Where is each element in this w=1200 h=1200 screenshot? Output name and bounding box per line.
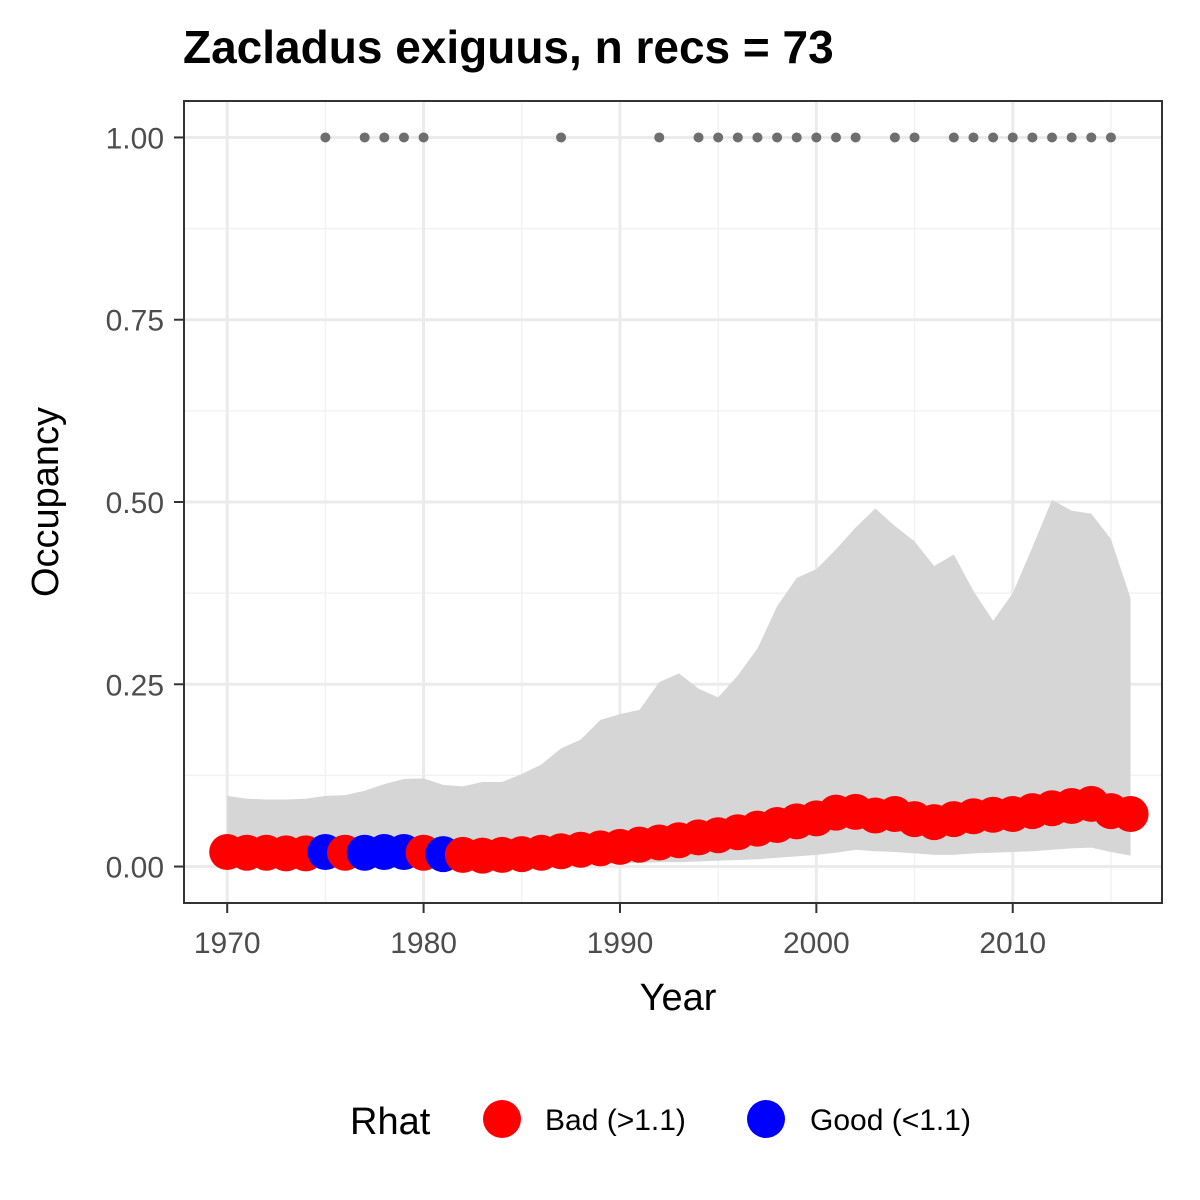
record-point xyxy=(831,132,841,143)
record-point xyxy=(1105,132,1116,143)
legend-bad-label: Bad (>1.1) xyxy=(545,1104,686,1137)
confidence-ribbon xyxy=(227,499,1131,865)
confidence-ribbon-layer xyxy=(227,499,1131,865)
record-point xyxy=(1027,132,1038,143)
occupancy-point-bad xyxy=(1112,796,1149,833)
x-tick-label: 2000 xyxy=(783,927,850,960)
record-point xyxy=(811,132,822,143)
y-tick-label: 0.00 xyxy=(106,852,164,885)
legend-good-swatch xyxy=(747,1100,785,1138)
y-tick-label: 1.00 xyxy=(106,122,164,155)
major-gridlines xyxy=(184,101,1162,903)
record-points-layer xyxy=(320,132,1116,143)
record-point xyxy=(418,132,429,143)
record-point xyxy=(1086,132,1097,143)
record-point xyxy=(556,132,567,143)
record-point xyxy=(988,132,999,143)
x-tick-label: 2010 xyxy=(979,927,1046,960)
chart-title: Zacladus exiguus, n recs = 73 xyxy=(183,21,834,73)
y-axis-title: Occupancy xyxy=(25,407,67,597)
record-point xyxy=(850,132,861,143)
x-tick-label: 1970 xyxy=(194,927,261,960)
legend-good-label: Good (<1.1) xyxy=(810,1104,971,1137)
record-point xyxy=(772,132,783,143)
record-point xyxy=(968,132,979,143)
x-tick-label: 1980 xyxy=(390,927,457,960)
y-tick-label: 0.75 xyxy=(106,305,164,338)
legend-title: Rhat xyxy=(350,1101,431,1143)
record-point xyxy=(791,132,802,143)
record-point xyxy=(732,132,743,143)
record-point xyxy=(752,132,763,143)
record-point xyxy=(889,132,900,143)
record-point xyxy=(693,132,704,143)
record-point xyxy=(948,132,959,143)
record-point xyxy=(398,132,409,143)
y-tick-label: 0.50 xyxy=(106,487,164,520)
record-point xyxy=(713,132,724,143)
x-axis-title: Year xyxy=(640,977,717,1019)
occupancy-points-layer xyxy=(209,785,1149,874)
y-axis: 0.00 0.25 0.50 0.75 1.00 xyxy=(106,122,184,885)
record-point xyxy=(654,132,665,143)
record-point xyxy=(359,132,370,143)
record-point xyxy=(1047,132,1058,143)
record-point xyxy=(379,132,390,143)
legend-bad-swatch xyxy=(483,1100,521,1138)
record-point xyxy=(1066,132,1077,143)
legend: Rhat Bad (>1.1) Good (<1.1) xyxy=(350,1100,971,1143)
y-tick-label: 0.25 xyxy=(106,669,164,702)
record-point xyxy=(909,132,920,143)
record-point xyxy=(320,132,331,143)
record-point xyxy=(1007,132,1018,143)
x-tick-label: 1990 xyxy=(587,927,654,960)
x-axis: 1970 1980 1990 2000 2010 xyxy=(194,903,1046,960)
